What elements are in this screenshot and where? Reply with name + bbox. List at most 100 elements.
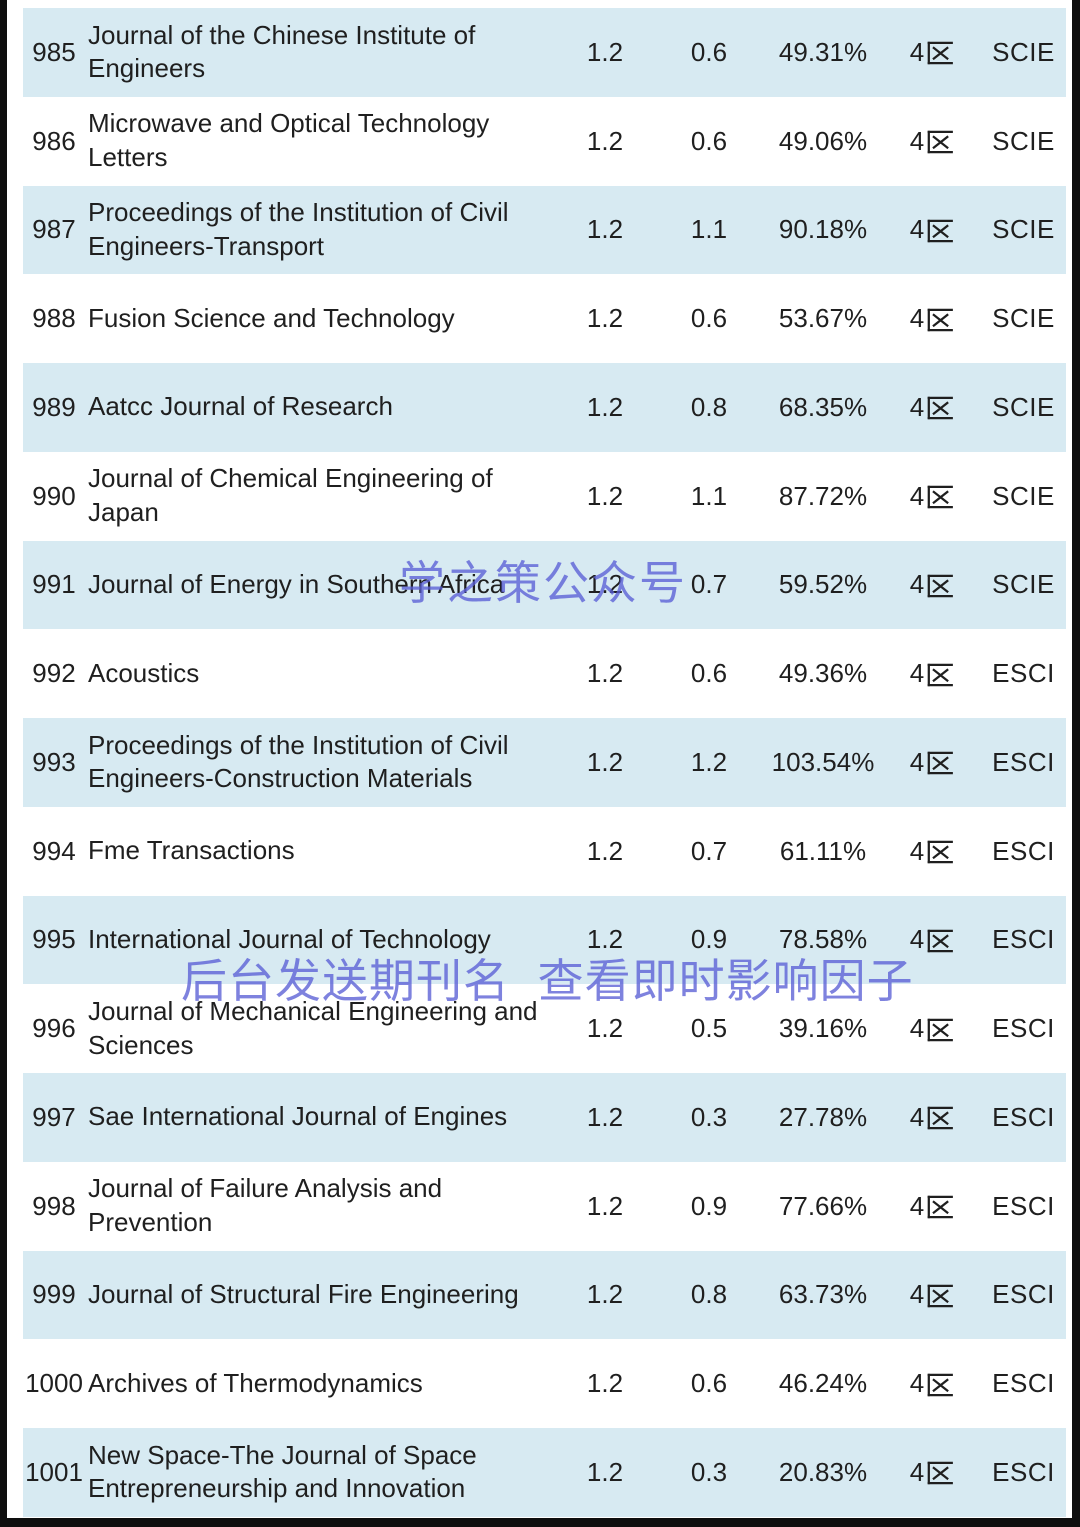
secondary-value-cell: 0.6 — [690, 125, 728, 156]
zone-number: 4 — [909, 658, 925, 689]
secondary-value-cell: 0.6 — [690, 303, 728, 334]
rank-cell: 990 — [32, 480, 76, 511]
impact-value-cell: 1.2 — [586, 924, 624, 955]
index-type-cell: ESCI — [992, 1101, 1055, 1132]
impact-value-cell: 1.2 — [586, 658, 624, 689]
table-row: 986 Microwave and Optical Technology Lett… — [23, 96, 1066, 186]
secondary-value-cell: 0.7 — [690, 569, 728, 600]
zone-cell: 4 — [883, 1368, 981, 1399]
zone-number: 4 — [909, 391, 925, 422]
table-row: 985 Journal of the Chinese Institute of E… — [23, 8, 1066, 97]
zone-cell: 4 — [883, 836, 981, 867]
qu-character-icon — [926, 1371, 954, 1399]
zone-number: 4 — [909, 125, 925, 156]
qu-character-icon — [926, 661, 954, 689]
table-row: 992 Acoustics 1.2 0.6 49.36% 4 ESCI — [23, 629, 1066, 718]
percent-cell: 59.52% — [778, 569, 868, 600]
zone-cell: 4 — [883, 1279, 981, 1310]
zone-cell: 4 — [883, 1013, 981, 1044]
table-row: 997 Sae International Journal of Engines 1… — [23, 1073, 1066, 1162]
table-row: 988 Fusion Science and Technology 1.2 0.6 53… — [23, 274, 1066, 363]
index-type-cell: ESCI — [992, 1456, 1055, 1487]
zone-cell: 4 — [883, 126, 981, 157]
table-row: 994 Fme Transactions 1.2 0.7 61.11% 4 ESCI — [23, 806, 1066, 896]
rank-cell: 994 — [32, 835, 76, 866]
secondary-value-cell: 0.9 — [690, 924, 728, 955]
zone-cell: 4 — [883, 392, 981, 423]
index-type-cell: SCIE — [992, 480, 1055, 511]
qu-character-icon — [926, 128, 954, 156]
journal-name-cell: Acoustics — [88, 657, 200, 688]
rank-cell: 993 — [32, 746, 76, 777]
percent-cell: 53.67% — [778, 303, 868, 334]
zone-cell: 4 — [883, 1457, 981, 1488]
impact-value-cell: 1.2 — [586, 569, 624, 600]
index-type-cell: SCIE — [992, 36, 1055, 67]
secondary-value-cell: 0.5 — [690, 1013, 728, 1044]
zone-number: 4 — [909, 1190, 925, 1221]
zone-number: 4 — [909, 36, 925, 67]
journal-name-cell: Aatcc Journal of Research — [88, 391, 393, 422]
zone-cell: 4 — [883, 214, 981, 245]
zone-cell: 4 — [883, 924, 981, 955]
table-row: 990 Journal of Chemical Engineering of Ja… — [23, 451, 1066, 541]
impact-value-cell: 1.2 — [586, 1013, 624, 1044]
secondary-value-cell: 1.1 — [690, 480, 728, 511]
left-frame-bar — [0, 0, 7, 1527]
rank-cell: 998 — [32, 1190, 76, 1221]
impact-value-cell: 1.2 — [586, 1456, 624, 1487]
zone-number: 4 — [909, 1013, 925, 1044]
percent-cell: 78.58% — [778, 924, 868, 955]
index-type-cell: ESCI — [992, 1190, 1055, 1221]
percent-cell: 49.31% — [778, 36, 868, 67]
qu-character-icon — [926, 749, 954, 777]
impact-value-cell: 1.2 — [586, 214, 624, 245]
journal-name-cell: Journal of Energy in Southern Africa — [88, 568, 505, 599]
secondary-value-cell: 1.1 — [690, 214, 728, 245]
zone-number: 4 — [909, 1101, 925, 1132]
qu-character-icon — [926, 927, 954, 955]
journal-name-cell: Proceedings of the Institution of Civil … — [88, 197, 509, 261]
table-row: 996 Journal of Mechanical Engineering and… — [23, 984, 1066, 1073]
journal-name-cell: Journal of Chemical Engineering of Japan — [88, 463, 493, 528]
journal-name-cell: Proceedings of the Institution of Civil … — [88, 729, 509, 794]
qu-character-icon — [926, 1016, 954, 1044]
zone-number: 4 — [909, 746, 925, 777]
qu-character-icon — [926, 306, 954, 334]
percent-cell: 77.66% — [778, 1190, 868, 1221]
zone-cell: 4 — [883, 569, 981, 600]
table-row: 1000 Archives of Thermodynamics 1.2 0.6 46.2… — [23, 1339, 1066, 1428]
zone-cell: 4 — [883, 303, 981, 334]
impact-value-cell: 1.2 — [586, 480, 624, 511]
rank-cell: 988 — [32, 303, 76, 334]
index-type-cell: SCIE — [992, 125, 1055, 156]
index-type-cell: SCIE — [992, 391, 1055, 422]
percent-cell: 49.06% — [778, 125, 868, 156]
index-type-cell: ESCI — [992, 1279, 1055, 1310]
journal-name-cell: International Journal of Technology — [88, 923, 491, 954]
rank-cell: 991 — [32, 569, 76, 600]
qu-character-icon — [926, 1282, 954, 1310]
journal-name-cell: Archives of Thermodynamics — [88, 1367, 423, 1398]
rank-cell: 987 — [32, 214, 76, 245]
journal-name-cell: Fusion Science and Technology — [88, 302, 455, 333]
zone-number: 4 — [909, 1456, 925, 1487]
zone-cell: 4 — [883, 658, 981, 689]
qu-character-icon — [926, 572, 954, 600]
zone-cell: 4 — [883, 1191, 981, 1222]
index-type-cell: SCIE — [992, 303, 1055, 334]
rank-cell: 985 — [32, 36, 76, 67]
index-type-cell: ESCI — [992, 1368, 1055, 1399]
impact-value-cell: 1.2 — [586, 303, 624, 334]
zone-cell: 4 — [883, 1102, 981, 1133]
impact-value-cell: 1.2 — [586, 391, 624, 422]
zone-number: 4 — [909, 214, 925, 245]
qu-character-icon — [926, 217, 954, 245]
qu-character-icon — [926, 838, 954, 866]
table-row: 987 Proceedings of the Institution of Civ… — [23, 185, 1066, 275]
rank-cell: 1000 — [25, 1368, 83, 1399]
rank-cell: 1001 — [25, 1456, 83, 1487]
table-row: 993 Proceedings of the Institution of Civ… — [23, 718, 1066, 807]
impact-value-cell: 1.2 — [586, 1101, 624, 1132]
journal-name-cell: Journal of Failure Analysis and Preventi… — [88, 1173, 443, 1238]
